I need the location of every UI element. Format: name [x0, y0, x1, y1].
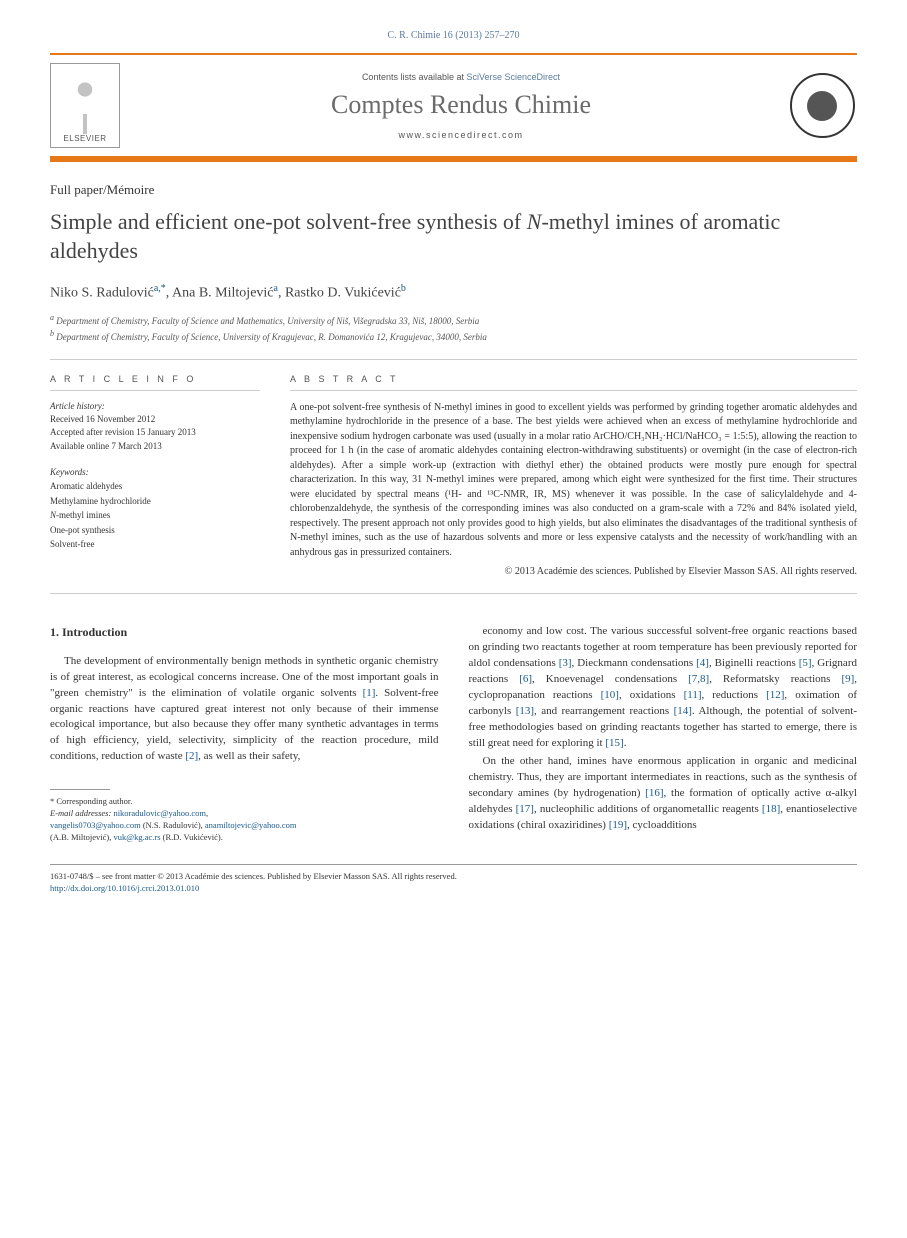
article-title: Simple and efficient one-pot solvent-fre…	[50, 208, 857, 265]
article-type: Full paper/Mémoire	[50, 182, 857, 198]
title-italic: N	[527, 209, 542, 234]
intro-paragraph-1: The development of environmentally benig…	[50, 654, 439, 766]
footnote-separator	[50, 789, 110, 790]
email-link-3[interactable]: anamiltojevic@yahoo.com	[205, 820, 297, 830]
info-abstract-row: A R T I C L E I N F O Article history: R…	[50, 374, 857, 595]
article-info-heading: A R T I C L E I N F O	[50, 374, 260, 391]
body-columns: 1. Introduction The development of envir…	[50, 624, 857, 844]
intro-paragraph-2: economy and low cost. The various succes…	[469, 624, 858, 752]
author-2: , Ana B. Miltojević	[166, 286, 274, 301]
article-info-box: A R T I C L E I N F O Article history: R…	[50, 374, 260, 578]
banner-center: Contents lists available at SciVerse Sci…	[135, 72, 787, 140]
contents-prefix: Contents lists available at	[362, 72, 467, 82]
keywords-list: Aromatic aldehydesMethylamine hydrochlor…	[50, 479, 260, 551]
doi-link[interactable]: http://dx.doi.org/10.1016/j.crci.2013.01…	[50, 883, 199, 893]
section-1-heading: 1. Introduction	[50, 624, 439, 641]
affiliation-a: a Department of Chemistry, Faculty of Sc…	[50, 312, 857, 329]
bottom-rule	[50, 864, 857, 865]
affiliations: a Department of Chemistry, Faculty of Sc…	[50, 312, 857, 360]
author-3: , Rastko D. Vukićević	[278, 286, 401, 301]
email-link-2[interactable]: vangelis0703@yahoo.com	[50, 820, 141, 830]
intro-paragraph-3: On the other hand, imines have enormous …	[469, 754, 858, 834]
body-column-left: 1. Introduction The development of envir…	[50, 624, 439, 844]
seal-inner-icon	[807, 91, 837, 121]
contents-available-line: Contents lists available at SciVerse Sci…	[135, 72, 787, 82]
name-2: (A.B. Miltojević),	[50, 832, 114, 842]
author-1: Niko S. Radulović	[50, 286, 154, 301]
affiliation-b: b Department of Chemistry, Faculty of Sc…	[50, 328, 857, 345]
academie-seal	[787, 63, 857, 148]
title-part1: Simple and efficient one-pot solvent-fre…	[50, 209, 527, 234]
affil-a-text: Department of Chemistry, Faculty of Scie…	[56, 316, 479, 326]
author-3-sup: b	[401, 283, 406, 294]
sciencedirect-link[interactable]: SciVerse ScienceDirect	[467, 72, 561, 82]
journal-name: Comptes Rendus Chimie	[135, 90, 787, 120]
email-addresses: E-mail addresses: nikoradulovic@yahoo.co…	[50, 808, 439, 844]
authors-line: Niko S. Radulovića,*, Ana B. Miltojevića…	[50, 283, 857, 302]
author-1-sup: a,*	[154, 283, 166, 294]
affil-b-text: Department of Chemistry, Faculty of Scie…	[56, 332, 487, 342]
journal-banner: ELSEVIER Contents lists available at Sci…	[50, 53, 857, 162]
body-column-right: economy and low cost. The various succes…	[469, 624, 858, 844]
keywords-label: Keywords:	[50, 467, 260, 477]
email-label: E-mail addresses:	[50, 808, 113, 818]
email-link-4[interactable]: vuk@kg.ac.rs	[114, 832, 161, 842]
corresponding-footnote: * Corresponding author. E-mail addresses…	[50, 796, 439, 844]
journal-url[interactable]: www.sciencedirect.com	[135, 130, 787, 140]
history-text: Received 16 November 2012Accepted after …	[50, 413, 260, 454]
abstract-column: A B S T R A C T A one-pot solvent-free s…	[290, 374, 857, 578]
elsevier-label: ELSEVIER	[63, 134, 106, 143]
bottom-text: 1631-0748/$ – see front matter © 2013 Ac…	[50, 871, 857, 895]
header-citation: C. R. Chimie 16 (2013) 257–270	[50, 30, 857, 41]
abstract-text: A one-pot solvent-free synthesis of N-me…	[290, 401, 857, 561]
abstract-copyright: © 2013 Académie des sciences. Published …	[290, 566, 857, 577]
email-link-1[interactable]: nikoradulovic@yahoo.com	[113, 808, 206, 818]
name-3: (R.D. Vukićević).	[161, 832, 223, 842]
elsevier-tree-icon	[60, 79, 110, 134]
corresponding-label: * Corresponding author.	[50, 796, 439, 808]
history-label: Article history:	[50, 401, 260, 411]
name-1: (N.S. Radulović),	[141, 820, 205, 830]
seal-circle-icon	[790, 73, 855, 138]
elsevier-logo: ELSEVIER	[50, 63, 120, 148]
issn-copyright-line: 1631-0748/$ – see front matter © 2013 Ac…	[50, 871, 857, 883]
abstract-heading: A B S T R A C T	[290, 374, 857, 391]
